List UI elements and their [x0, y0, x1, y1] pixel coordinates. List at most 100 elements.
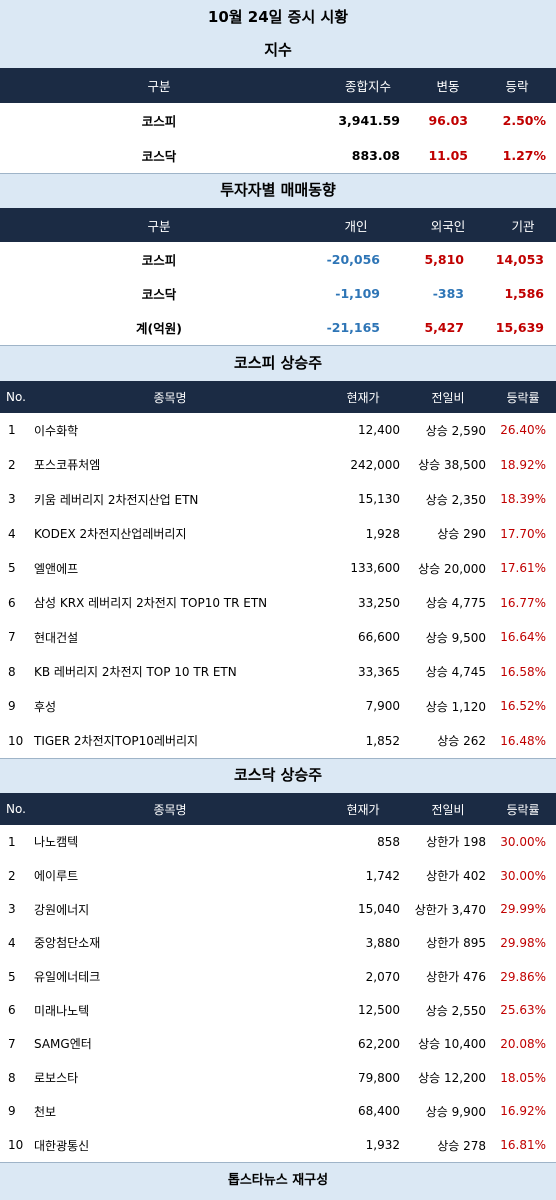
- stock-price: 1,852: [365, 733, 400, 748]
- stock-name: SAMG엔터: [34, 1037, 92, 1052]
- kosdaq_gainers-row: 10 대한광통신 1,932 상승 278 16.81%: [0, 1128, 556, 1162]
- footer-band: 톱스타뉴스 재구성: [0, 1162, 556, 1200]
- index-header-category: 구분: [147, 79, 171, 94]
- investor-row-name: 코스피: [141, 252, 177, 268]
- stock-diff: 상승 38,500: [418, 458, 486, 473]
- stock-rank: 4: [8, 526, 16, 541]
- stock-pct: 18.05%: [500, 1070, 546, 1085]
- investor-row: 코스피 -20,056 5,810 14,053: [0, 242, 556, 276]
- stock-price: 3,880: [365, 935, 400, 950]
- stock-pct: 17.61%: [500, 561, 546, 576]
- stock-price: 858: [377, 834, 400, 849]
- stock-diff: 상승 2,350: [425, 492, 486, 507]
- stock-price: 15,040: [358, 902, 400, 917]
- kospi-header-pct: 등락률: [506, 390, 540, 405]
- stock-diff: 상승 2,550: [425, 1003, 486, 1018]
- investor-table-header: 구분 개인 외국인 기관: [0, 208, 556, 242]
- stock-price: 12,500: [358, 1003, 400, 1018]
- kospi_gainers-row: 2 포스코퓨처엠 242,000 상승 38,500 18.92%: [0, 448, 556, 483]
- index-section-heading: 지수: [0, 34, 556, 68]
- stock-price: 2,070: [365, 969, 400, 984]
- stock-pct: 29.86%: [500, 969, 546, 984]
- stock-name: 천보: [34, 1104, 57, 1119]
- investor-row-institution: 1,586: [504, 285, 544, 301]
- stock-diff: 상승 262: [437, 734, 486, 749]
- stock-rank: 10: [8, 733, 24, 748]
- stock-rank: 7: [8, 630, 16, 645]
- stock-price: 1,928: [365, 526, 400, 541]
- stock-pct: 16.52%: [500, 699, 546, 714]
- kosdaq_gainers-row: 1 나노캠텍 858 상한가 198 30.00%: [0, 825, 556, 859]
- kospi_gainers-row: 4 KODEX 2차전지산업레버리지 1,928 상승 290 17.70%: [0, 517, 556, 552]
- stock-pct: 29.98%: [500, 935, 546, 950]
- kosdaq-heading-text: 코스닥 상승주: [233, 766, 323, 784]
- stock-name: 중앙첨단소재: [34, 936, 101, 951]
- investor-header-individual: 개인: [344, 218, 368, 234]
- stock-price: 33,365: [358, 664, 400, 679]
- stock-rank: 8: [8, 1070, 16, 1085]
- stock-price: 15,130: [358, 492, 400, 507]
- investor-row: 계(억원) -21,165 5,427 15,639: [0, 311, 556, 345]
- stock-diff: 상한가 895: [426, 936, 486, 951]
- stock-name: 대한광통신: [34, 1138, 90, 1153]
- stock-pct: 18.39%: [500, 492, 546, 507]
- stock-rank: 10: [8, 1138, 24, 1153]
- stock-price: 1,932: [365, 1138, 400, 1153]
- stock-pct: 17.70%: [500, 526, 546, 541]
- stock-name: 유일에너테크: [34, 970, 101, 985]
- stock-rank: 3: [8, 492, 16, 507]
- stock-name: 에이루트: [34, 869, 79, 884]
- kospi-table-header: No. 종목명 현재가 전일비 등락률: [0, 381, 556, 413]
- stock-name: 후성: [34, 699, 57, 714]
- index-row-change: 11.05: [428, 148, 468, 163]
- stock-name: 현대건설: [34, 630, 79, 645]
- kosdaq-header-price: 현재가: [346, 802, 380, 817]
- investor-row-individual: -21,165: [326, 320, 380, 336]
- stock-price: 12,400: [358, 423, 400, 438]
- stock-name: 나노캠텍: [34, 835, 79, 850]
- stock-pct: 26.40%: [500, 423, 546, 438]
- stock-pct: 16.64%: [500, 630, 546, 645]
- index-row: 코스닥 883.08 11.05 1.27%: [0, 138, 556, 173]
- investor-row-individual: -1,109: [335, 285, 380, 301]
- investor-row-institution: 14,053: [495, 251, 544, 267]
- kospi-table-body: 1 이수화학 12,400 상승 2,590 26.40% 2 포스코퓨처엠 242,000 상…: [0, 413, 556, 758]
- stock-pct: 16.58%: [500, 664, 546, 679]
- stock-diff: 상한가 476: [426, 970, 486, 985]
- stock-diff: 상승 4,745: [425, 665, 486, 680]
- index-row-pct: 2.50%: [502, 113, 546, 128]
- stock-rank: 5: [8, 969, 16, 984]
- kosdaq_gainers-row: 7 SAMG엔터 62,200 상승 10,400 20.08%: [0, 1027, 556, 1061]
- kospi_gainers-row: 7 현대건설 66,600 상승 9,500 16.64%: [0, 620, 556, 655]
- stock-diff: 상한가 402: [426, 869, 486, 884]
- stock-name: TIGER 2차전지TOP10레버리지: [34, 734, 199, 749]
- stock-price: 1,742: [365, 868, 400, 883]
- kosdaq-table-body: 1 나노캠텍 858 상한가 198 30.00% 2 에이루트 1,742 상한가 402 30…: [0, 825, 556, 1162]
- index-row-name: 코스피: [141, 114, 177, 129]
- index-header-value: 종합지수: [344, 79, 391, 94]
- kosdaq-header-diff: 전일비: [431, 802, 465, 817]
- stock-price: 66,600: [358, 630, 400, 645]
- stock-diff: 상승 278: [437, 1138, 486, 1153]
- kosdaq_gainers-row: 9 천보 68,400 상승 9,900 16.92%: [0, 1095, 556, 1129]
- stock-diff: 상승 9,900: [425, 1104, 486, 1119]
- stock-name: 엘앤에프: [34, 561, 79, 576]
- investor-header-institution: 기관: [511, 218, 535, 234]
- index-header-pct: 등락: [505, 79, 529, 94]
- stock-rank: 8: [8, 664, 16, 679]
- kospi-header-price: 현재가: [346, 390, 380, 405]
- page-title-text: 10월 24일 증시 시황: [207, 8, 349, 26]
- index-row-pct: 1.27%: [502, 148, 546, 163]
- index-row-value: 883.08: [351, 148, 400, 163]
- index-row: 코스피 3,941.59 96.03 2.50%: [0, 103, 556, 138]
- stock-price: 68,400: [358, 1104, 400, 1119]
- investor-row-foreign: 5,427: [424, 320, 464, 336]
- kosdaq-gainers-heading: 코스닥 상승주: [0, 758, 556, 793]
- stock-rank: 2: [8, 457, 16, 472]
- stock-name: 미래나노텍: [34, 1003, 90, 1018]
- kosdaq-table-header: No. 종목명 현재가 전일비 등락률: [0, 793, 556, 825]
- stock-price: 62,200: [358, 1036, 400, 1051]
- investor-row-institution: 15,639: [495, 320, 544, 336]
- footer-source-text: 톱스타뉴스 재구성: [227, 1173, 329, 1188]
